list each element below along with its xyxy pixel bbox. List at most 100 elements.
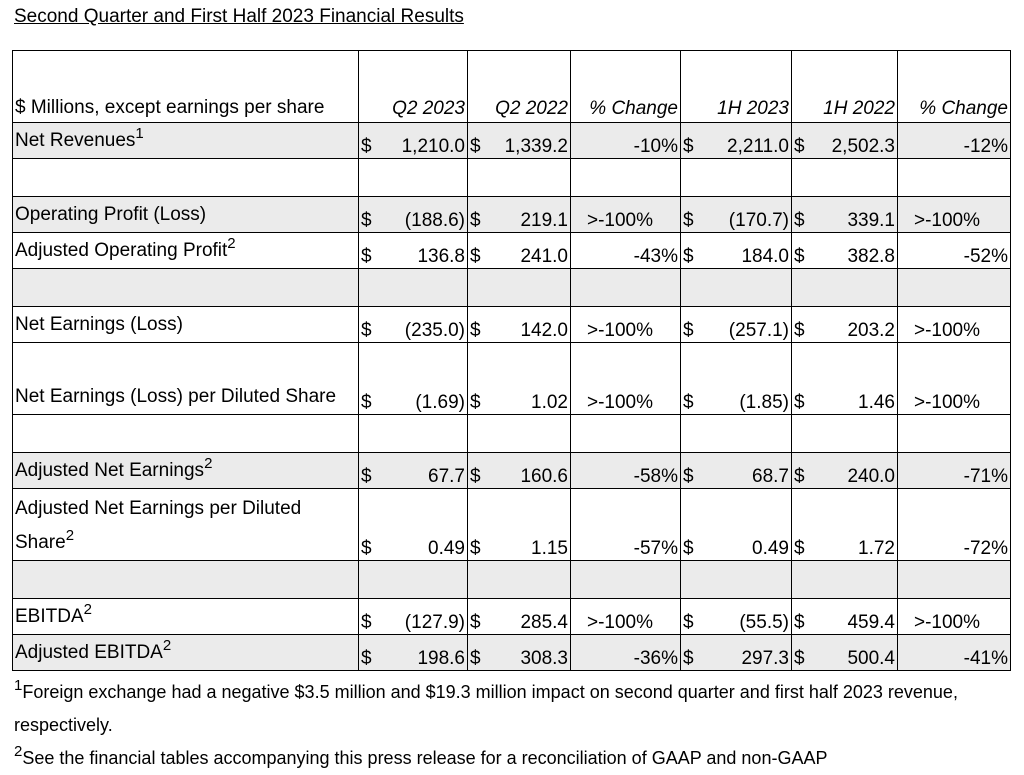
currency-symbol: $ <box>683 210 694 231</box>
row-label-text: Adjusted Net Earnings <box>15 460 205 481</box>
empty-cell <box>570 414 681 453</box>
value-wrap: $ (1.69) <box>361 392 465 414</box>
value-cell: $2,211.0 <box>680 122 792 159</box>
row-label-text: Net Revenues <box>15 130 136 151</box>
value-wrap: $1.15 <box>470 538 568 560</box>
currency-symbol: $ <box>794 320 805 341</box>
currency-symbol: $ <box>470 466 481 487</box>
value-wrap: $500.4 <box>794 648 895 670</box>
currency-symbol: $ <box>794 538 805 559</box>
pct-cell: >-100% <box>570 306 681 343</box>
footnote-text: See the financial tables accompanying th… <box>22 748 828 768</box>
currency-symbol: $ <box>470 210 481 231</box>
currency-symbol: $ <box>683 246 694 267</box>
value: (55.5) <box>739 612 789 633</box>
empty-cell <box>680 414 792 453</box>
row-label-text: EBITDA <box>15 606 84 627</box>
value: (257.1) <box>728 320 789 341</box>
currency-symbol: $ <box>794 466 805 487</box>
value: 67.7 <box>428 466 465 487</box>
pct-cell: -52% <box>897 232 1011 269</box>
row-label: EBITDA2 <box>12 598 359 635</box>
empty-cell <box>12 414 359 453</box>
value: 136.8 <box>417 246 465 267</box>
row-label-text: Operating Profit (Loss) <box>15 204 207 225</box>
currency-symbol: $ <box>470 136 481 157</box>
table-row: Net Earnings (Loss) per Diluted Share $ (1… <box>12 342 1011 415</box>
currency-symbol: $ <box>794 210 805 231</box>
table-row: Adjusted Net Earnings per Diluted Share2… <box>12 488 1011 561</box>
pct-cell: >-100% <box>897 196 1011 233</box>
pct-cell: >-100% <box>570 196 681 233</box>
footnote-marker: 2 <box>65 527 75 544</box>
value-cell: $0.49 <box>680 488 792 561</box>
value: 339.1 <box>847 210 895 231</box>
currency-symbol: $ <box>794 246 805 267</box>
value-cell: $ (170.7) <box>680 196 792 233</box>
value: 500.4 <box>847 648 895 669</box>
value-wrap: $ (235.0) <box>361 320 465 342</box>
empty-cell <box>358 414 468 453</box>
currency-symbol: $ <box>683 466 694 487</box>
value-cell: $1,210.0 <box>358 122 468 159</box>
row-label: Adjusted Operating Profit2 <box>12 232 359 269</box>
empty-cell <box>680 268 792 307</box>
currency-symbol: $ <box>361 648 372 669</box>
value-wrap: $1,339.2 <box>470 136 568 158</box>
table-row: Adjusted EBITDA2 $198.6 $308.3 -36% $297.3 $5… <box>12 634 1011 671</box>
currency-symbol: $ <box>470 648 481 669</box>
currency-symbol: $ <box>361 136 372 157</box>
value-wrap: $1.46 <box>794 392 895 414</box>
value: 240.0 <box>847 466 895 487</box>
empty-cell <box>791 560 898 599</box>
value-wrap: $203.2 <box>794 320 895 342</box>
footnote: 1Foreign exchange had a negative $3.5 mi… <box>14 676 1004 742</box>
footnote-text: Foreign exchange had a negative $3.5 mil… <box>14 682 958 735</box>
pct-cell: >-100% <box>897 598 1011 635</box>
value-cell: $285.4 <box>467 598 571 635</box>
value-wrap: $285.4 <box>470 612 568 634</box>
row-label: Adjusted Net Earnings2 <box>12 452 359 489</box>
empty-cell <box>358 268 468 307</box>
currency-symbol: $ <box>683 612 694 633</box>
value: 203.2 <box>847 320 895 341</box>
currency-symbol: $ <box>361 320 372 341</box>
value: 2,502.3 <box>831 136 895 157</box>
value-cell: $ (55.5) <box>680 598 792 635</box>
pct-cell: -41% <box>897 634 1011 671</box>
header-col: % Change <box>897 50 1011 123</box>
value-wrap: $ (170.7) <box>683 210 789 232</box>
row-label: Net Revenues1 <box>12 122 359 159</box>
row-label: Adjusted Net Earnings per Diluted Share2 <box>12 488 359 561</box>
row-label: Operating Profit (Loss) <box>12 196 359 233</box>
footnote-marker: 2 <box>227 235 236 252</box>
currency-symbol: $ <box>361 210 372 231</box>
table-row: Net Earnings (Loss) $ (235.0) $142.0 >-100% $… <box>12 306 1011 343</box>
header-row: $ Millions, except earnings per share Q2 … <box>12 50 1011 123</box>
value-wrap: $184.0 <box>683 246 789 268</box>
value-cell: $308.3 <box>467 634 571 671</box>
value-wrap: $198.6 <box>361 648 465 670</box>
footnote-marker: 2 <box>204 455 213 472</box>
footnote-mark: 1 <box>14 677 23 694</box>
value-wrap: $160.6 <box>470 466 568 488</box>
value-cell: $0.49 <box>358 488 468 561</box>
table-row: Operating Profit (Loss) $ (188.6) $219.1 >-1… <box>12 196 1011 233</box>
footnotes: 1Foreign exchange had a negative $3.5 mi… <box>14 676 1004 775</box>
empty-cell <box>680 158 792 197</box>
value-wrap: $0.49 <box>361 538 465 560</box>
footnote-mark: 2 <box>14 743 23 760</box>
value-wrap: $1.02 <box>470 392 568 414</box>
empty-cell <box>12 158 359 197</box>
currency-symbol: $ <box>470 320 481 341</box>
empty-cell <box>791 414 898 453</box>
pct-cell: -58% <box>570 452 681 489</box>
value: 2,211.0 <box>727 136 789 157</box>
value-cell: $1.15 <box>467 488 571 561</box>
value: 184.0 <box>741 246 789 267</box>
value: 68.7 <box>752 466 789 487</box>
empty-cell <box>570 158 681 197</box>
value-wrap: $1,210.0 <box>361 136 465 158</box>
value: 160.6 <box>520 466 568 487</box>
value: 459.4 <box>847 612 895 633</box>
